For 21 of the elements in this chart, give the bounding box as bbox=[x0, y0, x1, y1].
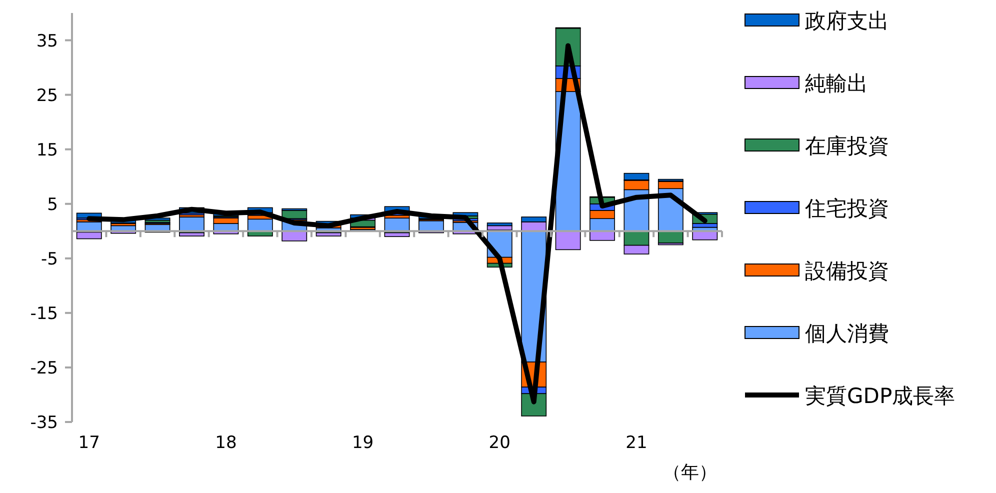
y-tick-label: -25 bbox=[30, 358, 58, 378]
legend-label: 純輸出 bbox=[805, 72, 868, 96]
y-tick-label: -35 bbox=[30, 413, 58, 433]
legend-label: 住宅投資 bbox=[804, 196, 889, 220]
x-tick-label: 17 bbox=[78, 433, 100, 453]
legend-label: 実質GDP成長率 bbox=[805, 384, 956, 408]
legend-label: 設備投資 bbox=[805, 259, 889, 283]
y-tick-label: 5 bbox=[47, 194, 58, 215]
legend-label: 在庫投資 bbox=[805, 134, 889, 158]
y-tick-label: -15 bbox=[30, 304, 58, 324]
x-tick-label: 20 bbox=[488, 433, 510, 453]
x-tick-label: 19 bbox=[352, 433, 374, 453]
xlabel: （年） bbox=[663, 462, 717, 483]
y-tick-label: -5 bbox=[41, 249, 58, 270]
legend-label: 個人消費 bbox=[805, 322, 889, 346]
y-tick-label: 25 bbox=[36, 86, 58, 106]
x-tick-label: 18 bbox=[215, 433, 237, 453]
y-tick-label: 35 bbox=[36, 31, 58, 52]
y-tick-label: 15 bbox=[36, 140, 58, 160]
x-tick-label: 21 bbox=[626, 433, 648, 453]
legend-label: 政府支出 bbox=[805, 9, 889, 33]
